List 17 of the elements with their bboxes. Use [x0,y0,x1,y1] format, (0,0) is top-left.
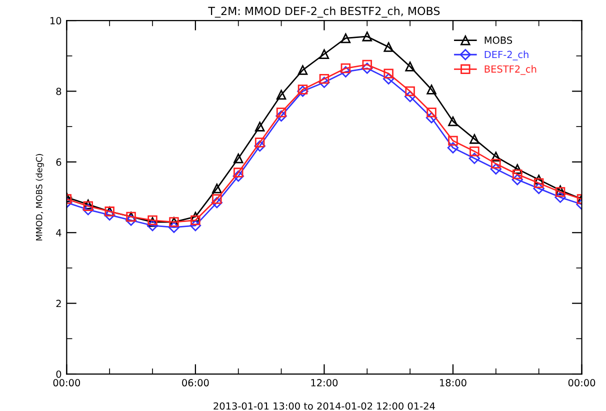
x-tick-label: 18:00 [440,379,466,386]
legend-label: MOBS [484,36,512,44]
legend-label: BESTF2_ch [484,65,536,75]
x-tick-label: 12:00 [311,379,338,386]
y-tick-label: 0 [56,370,62,378]
y-tick-label: 10 [50,17,62,24]
chart-title: T_2M: MMOD DEF-2_ch BESTF2_ch, MOBS [208,6,440,18]
x-tick-label: 00:00 [568,379,596,386]
y-tick-label: 2 [56,300,61,308]
y-tick-label: 4 [56,229,62,236]
x-tick-label: 00:00 [53,379,80,386]
x-axis-title: 2013-01-01 13:00 to 2014-01-02 12:00 01-24 [214,402,435,410]
x-tick-label: 06:00 [182,379,209,386]
y-tick-label: 8 [56,88,62,96]
y-axis-title: MMOD, MOBS (degC) [36,154,44,240]
legend-label: DEF-2_ch [484,50,528,60]
y-tick-label: 6 [56,158,62,166]
